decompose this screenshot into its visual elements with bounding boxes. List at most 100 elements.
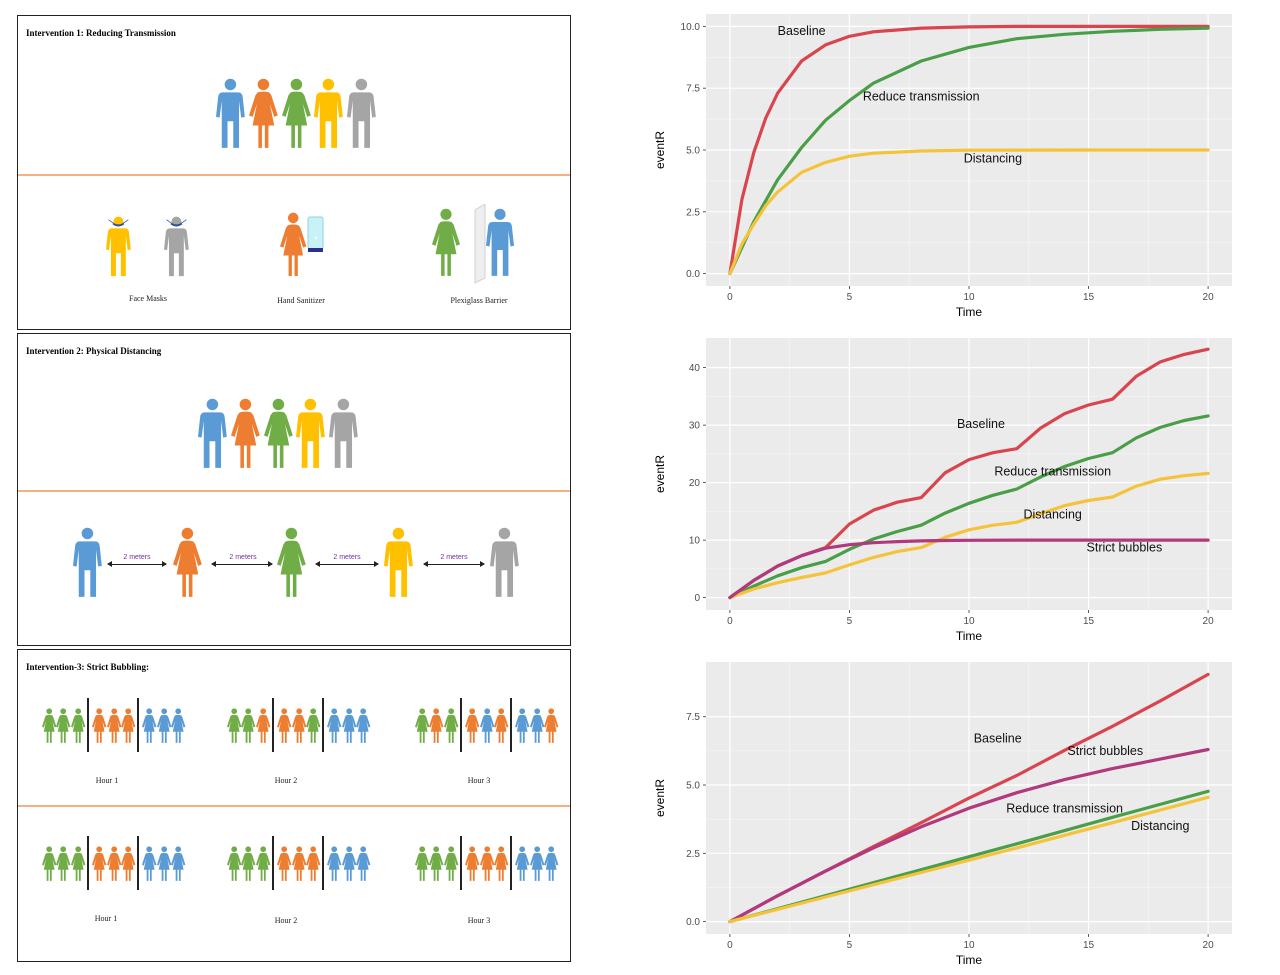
x-tick-label: 15 <box>1083 940 1095 951</box>
x-tick-label: 20 <box>1203 940 1215 951</box>
panel-title: Intervention 2: Physical Distancing <box>26 346 162 356</box>
x-tick-label: 5 <box>847 940 853 951</box>
x-tick-label: 20 <box>1203 292 1215 303</box>
person-icon <box>121 846 136 881</box>
y-tick-label: 30 <box>689 421 701 432</box>
y-axis-title: eventR <box>653 779 667 817</box>
person-icon <box>42 708 57 743</box>
bubble-separator <box>272 697 274 752</box>
y-tick-label: 10 <box>689 536 701 547</box>
person-icon <box>429 708 444 743</box>
y-axis-title: eventR <box>653 131 667 169</box>
person-icon <box>73 527 102 597</box>
bubble-separator <box>137 835 139 890</box>
caption-hour: Hour 3 <box>467 916 491 925</box>
x-tick-label: 10 <box>963 616 975 627</box>
y-tick-label: 0 <box>694 593 700 604</box>
person-icon <box>291 708 306 743</box>
x-axis-title: Time <box>956 953 983 967</box>
panel-divider <box>18 805 570 807</box>
bubble-separator <box>87 697 89 752</box>
person-icon <box>429 846 444 881</box>
person-icon <box>230 398 260 468</box>
intervention-1-panel: Intervention 1: Reducing Transmission Fa… <box>17 15 571 330</box>
person-icon <box>306 846 321 881</box>
x-tick-label: 0 <box>727 292 733 303</box>
x-tick-label: 0 <box>727 616 733 627</box>
plexiglass-barrier-icon <box>474 204 486 284</box>
panel-title: Intervention-3: Strict Bubbling: <box>26 662 150 672</box>
person-icon <box>241 846 256 881</box>
person-icon <box>291 846 306 881</box>
series-line <box>728 538 1210 600</box>
distance-label: 2 meters <box>440 554 468 561</box>
person-icon <box>347 78 376 148</box>
x-tick-label: 10 <box>963 292 975 303</box>
panel-divider <box>18 174 570 176</box>
series-label: Distancing <box>1023 507 1081 521</box>
person-icon <box>227 708 242 743</box>
person-icon <box>277 846 292 881</box>
person-icon <box>171 708 186 743</box>
person-icon <box>106 216 131 277</box>
person-icon <box>544 846 559 881</box>
person-icon <box>106 846 121 881</box>
person-icon <box>171 846 186 881</box>
distance-label: 2 meters <box>229 554 257 561</box>
x-tick-label: 15 <box>1083 616 1095 627</box>
bubble-separator <box>322 835 324 890</box>
y-tick-label: 5.0 <box>686 781 700 792</box>
person-icon <box>329 398 358 468</box>
caption-plexiglass-barrier: Plexiglass Barrier <box>450 296 508 305</box>
distance-arrow <box>315 561 379 567</box>
person-icon <box>142 846 157 881</box>
person-icon <box>156 708 172 743</box>
person-icon <box>277 527 306 597</box>
chart-intervention-1: 0 5 10 15 20 0.0 2.5 5.0 7.5 10.0 Baseline Reduce t… <box>653 14 1232 319</box>
panel-title: Intervention 1: Reducing Transmission <box>26 28 176 38</box>
person-icon <box>142 708 157 743</box>
y-tick-label: 2.5 <box>686 849 700 860</box>
bubble-separator <box>510 835 512 890</box>
chart-intervention-2: 0 5 10 15 20 0 10 20 30 40 Baseline Reduce transmis… <box>653 338 1232 643</box>
y-tick-label: 20 <box>689 478 701 489</box>
series-label: Baseline <box>778 24 826 38</box>
bubble-separator <box>460 697 462 752</box>
person-icon <box>327 708 342 743</box>
intervention-2-panel: Intervention 2: Physical Distancing 2 me… <box>17 333 571 646</box>
person-icon <box>92 846 107 881</box>
person-icon <box>216 78 245 148</box>
person-icon <box>494 708 509 743</box>
person-icon <box>296 398 326 468</box>
y-tick-label: 0.0 <box>686 269 700 280</box>
person-icon <box>415 708 430 743</box>
panel-divider <box>18 490 570 492</box>
distance-arrow <box>423 561 485 567</box>
person-icon <box>529 846 545 881</box>
person-icon <box>341 708 357 743</box>
caption-face-masks: Face Masks <box>129 294 167 303</box>
series-line <box>728 26 1210 276</box>
y-axis-title: eventR <box>653 455 667 493</box>
caption-hand-sanitizer: Hand Sanitizer <box>277 296 325 305</box>
person-icon <box>241 708 256 743</box>
person-icon <box>306 708 321 743</box>
y-tick-label: 0.0 <box>686 917 700 928</box>
person-icon <box>106 708 121 743</box>
caption-hour: Hour 3 <box>467 776 491 785</box>
series-line <box>728 148 1210 276</box>
series-label: Reduce transmission <box>863 90 980 104</box>
distance-label: 2 meters <box>333 554 361 561</box>
person-icon <box>56 846 71 881</box>
person-icon <box>56 708 71 743</box>
x-tick-label: 5 <box>847 616 853 627</box>
x-tick-label: 5 <box>847 292 853 303</box>
intervention-3-panel: Intervention-3: Strict Bubbling: Hour 1 … <box>17 649 571 962</box>
distance-label: 2 meters <box>123 554 151 561</box>
x-tick-label: 20 <box>1203 616 1215 627</box>
series-line <box>728 414 1210 600</box>
person-icon <box>70 708 86 743</box>
caption-hour: Hour 2 <box>274 916 298 925</box>
caption-hour: Hour 1 <box>95 776 119 785</box>
person-icon <box>544 708 559 743</box>
